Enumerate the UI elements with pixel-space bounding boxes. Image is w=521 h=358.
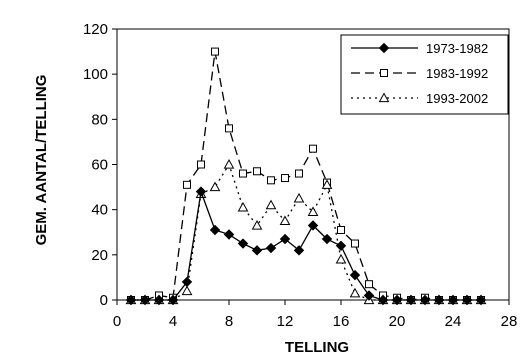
data-point bbox=[279, 233, 291, 245]
data-point bbox=[309, 144, 317, 153]
data-point bbox=[211, 47, 219, 56]
data-point bbox=[335, 240, 347, 252]
legend-item: 1983-1992 bbox=[351, 66, 488, 81]
data-point bbox=[293, 192, 305, 203]
data-point bbox=[307, 220, 319, 231]
data-point bbox=[295, 169, 303, 178]
data-point bbox=[265, 199, 277, 210]
x-tick-label: 12 bbox=[277, 313, 294, 330]
data-point bbox=[321, 233, 333, 245]
data-point bbox=[195, 186, 207, 197]
y-tick-label: 60 bbox=[91, 157, 108, 174]
data-point bbox=[307, 206, 319, 217]
data-point bbox=[125, 294, 137, 306]
x-axis: 0 4 8 12 16 20 24 28 bbox=[113, 300, 518, 330]
data-point bbox=[153, 294, 165, 306]
data-point bbox=[251, 219, 263, 230]
series-1973-1982 bbox=[125, 186, 487, 306]
data-point bbox=[223, 229, 235, 240]
data-point bbox=[365, 280, 373, 289]
data-point bbox=[223, 158, 235, 169]
data-point bbox=[237, 238, 249, 249]
data-point bbox=[433, 294, 445, 306]
data-point bbox=[237, 201, 249, 212]
data-point bbox=[475, 294, 487, 306]
y-tick-label: 20 bbox=[91, 247, 108, 264]
data-point bbox=[209, 181, 221, 192]
data-point bbox=[419, 294, 431, 306]
data-point bbox=[293, 245, 305, 256]
y-tick-label: 80 bbox=[91, 111, 108, 128]
y-axis-title: GEM. AANTAL/TELLING bbox=[33, 75, 50, 246]
data-point bbox=[267, 176, 275, 185]
legend-marker bbox=[378, 42, 390, 54]
x-tick-label: 20 bbox=[389, 313, 406, 330]
legend-item: 1993-2002 bbox=[351, 91, 488, 106]
y-tick-label: 100 bbox=[83, 66, 108, 83]
legend-label: 1983-1992 bbox=[426, 66, 488, 81]
x-tick-label: 8 bbox=[225, 313, 233, 330]
data-point bbox=[281, 174, 289, 183]
x-tick-label: 4 bbox=[169, 313, 177, 330]
data-point bbox=[139, 294, 151, 306]
data-point bbox=[225, 124, 233, 133]
data-point bbox=[253, 167, 261, 176]
data-point bbox=[363, 290, 375, 301]
legend-marker bbox=[378, 92, 390, 103]
x-axis-title: TELLING bbox=[285, 339, 349, 356]
x-tick-label: 28 bbox=[501, 313, 518, 330]
data-point bbox=[183, 180, 191, 189]
y-tick-label: 40 bbox=[91, 202, 108, 219]
series-layer bbox=[125, 47, 487, 306]
data-point bbox=[349, 287, 361, 298]
legend-marker bbox=[380, 69, 388, 77]
legend-label: 1973-1982 bbox=[426, 41, 488, 56]
data-point bbox=[351, 239, 359, 248]
y-tick-label: 120 bbox=[83, 21, 108, 38]
data-point bbox=[181, 285, 193, 296]
x-tick-label: 16 bbox=[333, 313, 350, 330]
data-point bbox=[335, 253, 347, 264]
data-point bbox=[349, 269, 361, 281]
legend: 1973-1982 1983-1992 1993-2002 bbox=[340, 34, 509, 115]
data-point bbox=[239, 169, 247, 178]
data-point bbox=[279, 215, 291, 226]
data-point bbox=[377, 294, 389, 306]
y-tick-label: 0 bbox=[100, 292, 108, 309]
data-point bbox=[321, 179, 333, 189]
data-point bbox=[461, 294, 473, 306]
x-tick-label: 0 bbox=[113, 313, 121, 330]
data-point bbox=[337, 225, 345, 234]
legend-label: 1993-2002 bbox=[426, 91, 488, 106]
legend-item: 1973-1982 bbox=[351, 41, 488, 56]
data-point bbox=[391, 294, 403, 306]
data-point bbox=[265, 242, 277, 254]
data-point bbox=[197, 160, 205, 169]
data-point bbox=[167, 294, 179, 306]
data-point bbox=[181, 276, 193, 288]
data-point bbox=[405, 294, 417, 306]
data-point bbox=[447, 294, 459, 306]
data-point bbox=[251, 245, 263, 256]
y-axis: 0 20 40 60 80 100 120 bbox=[83, 21, 117, 309]
x-tick-label: 24 bbox=[445, 313, 462, 330]
data-point bbox=[209, 224, 221, 236]
